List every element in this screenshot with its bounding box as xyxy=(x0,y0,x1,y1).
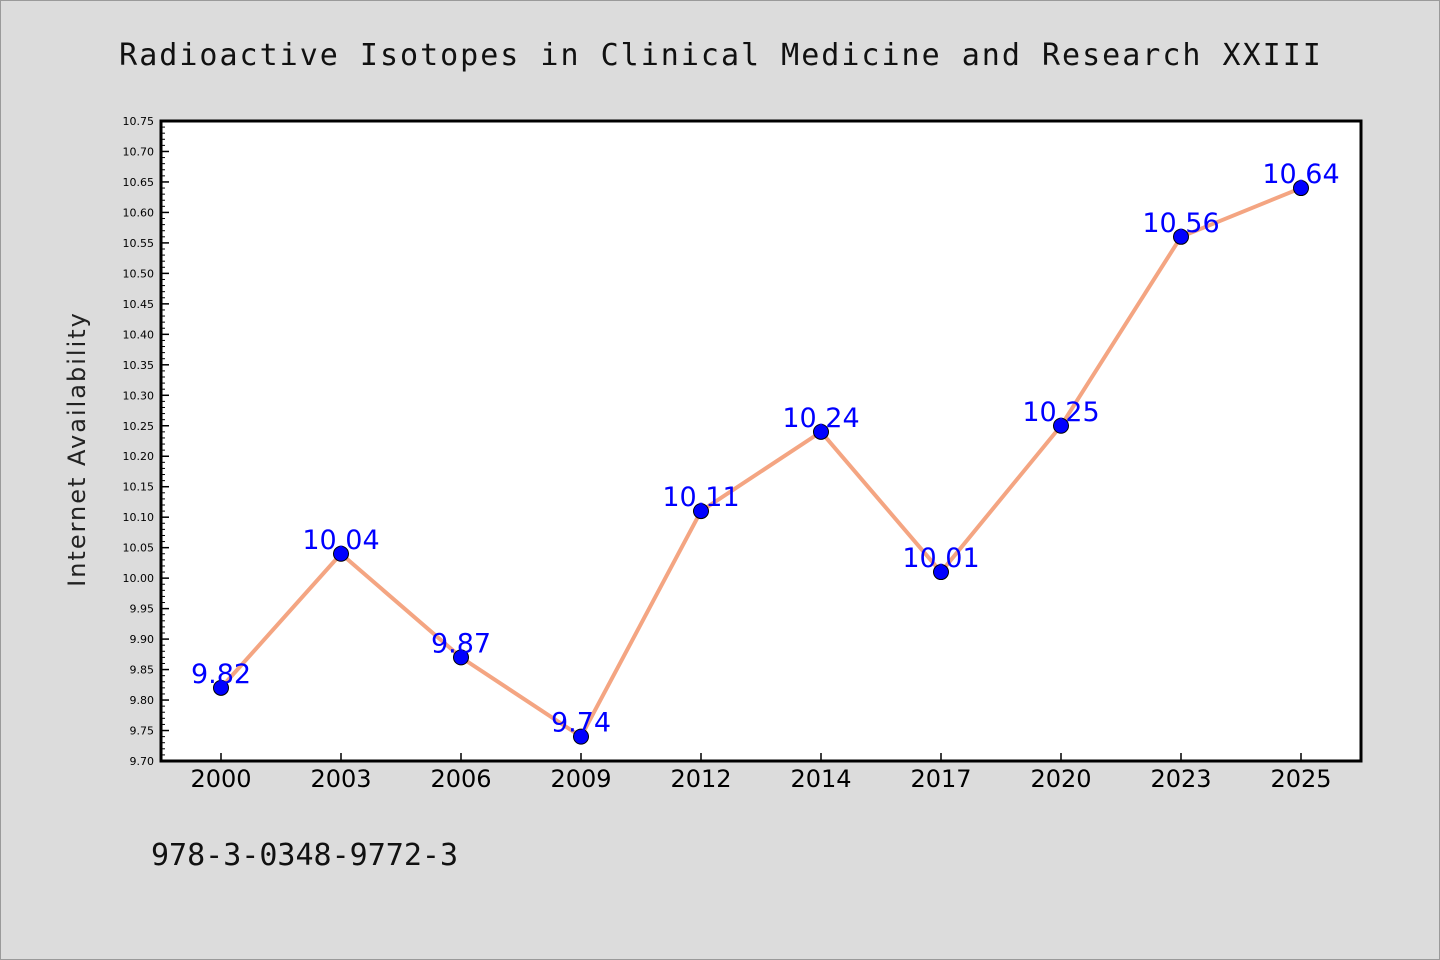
x-tick-label: 2025 xyxy=(1270,765,1331,793)
y-tick-label: 10.20 xyxy=(123,450,155,463)
y-tick-label: 9.80 xyxy=(130,694,155,707)
data-point xyxy=(573,728,589,745)
y-tick-label: 10.15 xyxy=(123,481,155,494)
y-tick-label: 10.70 xyxy=(123,145,155,158)
data-label: 10.04 xyxy=(302,525,379,556)
y-tick-label: 10.30 xyxy=(123,389,155,402)
data-label: 10.01 xyxy=(902,543,979,574)
data-point xyxy=(933,564,949,581)
data-label: 9.87 xyxy=(431,628,491,659)
series-line xyxy=(219,186,1302,739)
x-axis-ticks: 2000 2003 2006 2009 2012 2014 2017 2020 2023 2025 xyxy=(190,753,1332,793)
data-label: 9.74 xyxy=(551,708,611,739)
y-tick-label: 10.55 xyxy=(123,237,155,250)
y-tick-label: 10.25 xyxy=(123,420,155,433)
y-tick-label: 10.00 xyxy=(123,572,155,585)
y-tick-label: 9.75 xyxy=(130,725,155,738)
data-point xyxy=(453,649,469,666)
x-tick-label: 2009 xyxy=(550,765,611,793)
y-tick-label: 9.85 xyxy=(130,664,155,677)
y-tick-label: 10.65 xyxy=(123,176,155,189)
data-point xyxy=(333,545,349,562)
data-label: 10.25 xyxy=(1022,397,1099,428)
x-tick-label: 2017 xyxy=(910,765,971,793)
x-tick-label: 2006 xyxy=(430,765,491,793)
data-point xyxy=(1293,180,1309,197)
isbn-footer: 978-3-0348-9772-3 xyxy=(151,838,458,873)
data-label: 10.11 xyxy=(662,482,739,513)
y-tick-label: 10.50 xyxy=(123,267,155,280)
y-tick-label: 10.10 xyxy=(123,511,155,524)
x-tick-label: 2014 xyxy=(790,765,851,793)
y-tick-label: 10.05 xyxy=(123,542,155,555)
data-point xyxy=(1053,417,1069,434)
x-tick-label: 2012 xyxy=(670,765,731,793)
series-layer: 9.82 10.04 9.87 9.74 10.11 10.24 10.01 10.25 10.… xyxy=(191,159,1340,745)
data-label: 10.56 xyxy=(1142,208,1219,239)
y-axis-label: Internet Availability xyxy=(63,311,91,587)
y-tick-label: 10.35 xyxy=(123,359,155,372)
data-label: 10.64 xyxy=(1262,159,1339,190)
data-label: 9.82 xyxy=(191,659,251,690)
y-axis-ticks: 9.70 9.75 9.80 9.85 9.90 9.95 10.00 10.05 10.10 1… xyxy=(123,115,169,768)
y-tick-label: 10.40 xyxy=(123,328,155,341)
y-tick-label: 10.60 xyxy=(123,206,155,219)
data-label: 10.24 xyxy=(782,403,859,434)
chart-title: Radioactive Isotopes in Clinical Medicin… xyxy=(119,38,1323,73)
x-tick-label: 2000 xyxy=(190,765,251,793)
x-tick-label: 2020 xyxy=(1030,765,1091,793)
y-tick-label: 9.70 xyxy=(130,755,155,768)
data-point xyxy=(213,679,229,696)
data-point xyxy=(813,423,829,440)
y-tick-label: 10.45 xyxy=(123,298,155,311)
plot-area xyxy=(159,119,1363,763)
y-tick-label: 9.90 xyxy=(130,633,155,646)
x-tick-label: 2003 xyxy=(310,765,371,793)
x-tick-label: 2023 xyxy=(1150,765,1211,793)
y-tick-label: 10.75 xyxy=(123,115,155,128)
data-point xyxy=(693,503,709,520)
y-tick-label: 9.95 xyxy=(130,603,155,616)
data-point xyxy=(1173,228,1189,245)
